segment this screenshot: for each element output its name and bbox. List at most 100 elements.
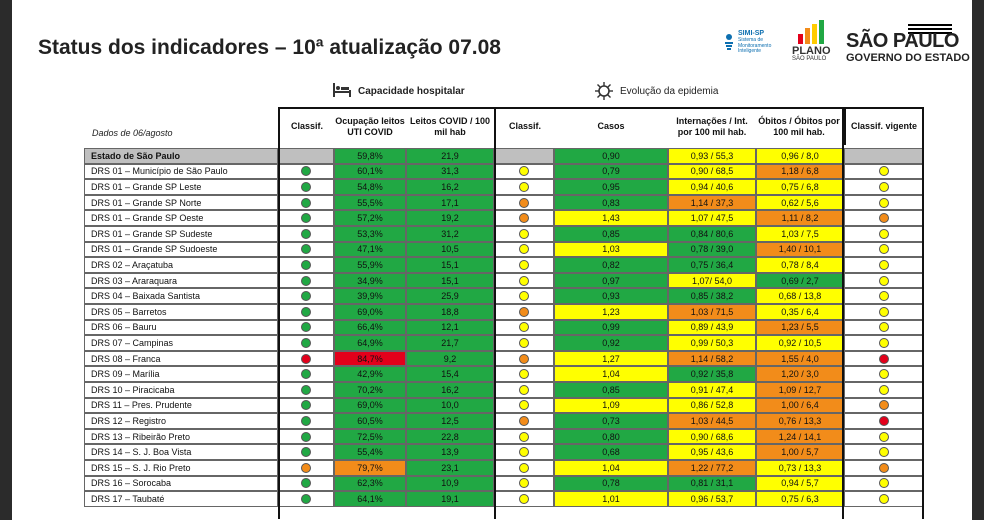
leitos-value: 15,1 xyxy=(406,257,494,273)
leitos-value: 31,3 xyxy=(406,163,494,180)
classif-epidemic xyxy=(494,226,554,242)
sp-flag-icon xyxy=(908,24,952,34)
status-dot-icon xyxy=(879,493,889,504)
leitos-value: 18,8 xyxy=(406,304,494,320)
internacoes-value: 0,94 / 40,6 xyxy=(668,179,756,195)
obitos-value: 0,35 / 6,4 xyxy=(756,304,844,320)
region-name: DRS 01 – Grande SP Oeste xyxy=(84,210,278,226)
sp-line2: GOVERNO DO ESTADO xyxy=(846,52,970,64)
obitos-value: 0,69 / 2,7 xyxy=(756,272,844,289)
leitos-value: 16,2 xyxy=(406,382,494,398)
simi-name: SIMI-SP xyxy=(738,30,765,37)
status-dot-icon xyxy=(879,259,889,270)
status-dot-icon xyxy=(519,322,529,333)
epidemic-section-header: Evolução da epidemia xyxy=(594,80,764,102)
region-name: DRS 11 – Pres. Prudente xyxy=(84,397,278,414)
table-row: DRS 15 – S. J. Rio Preto 79,7% 23,1 1,04 1,2… xyxy=(84,460,924,476)
internacoes-value: 0,86 / 52,8 xyxy=(668,397,756,414)
leitos-value: 22,8 xyxy=(406,428,494,445)
divider xyxy=(922,107,924,519)
ocupacao-value: 39,9% xyxy=(334,288,406,304)
casos-value: 1,43 xyxy=(554,210,668,226)
ocupacao-value: 69,0% xyxy=(334,304,406,320)
simi-subtitle: Sistema de Monitoramento Inteligente xyxy=(738,37,772,54)
classif-vigente xyxy=(844,444,924,460)
region-name: Estado de São Paulo xyxy=(84,148,278,164)
slide: Status dos indicadores – 10ª atualização… xyxy=(12,0,972,520)
status-dot-icon xyxy=(879,197,889,208)
casos-value: 0,79 xyxy=(554,163,668,180)
status-dot-icon xyxy=(519,291,529,302)
classif-epidemic xyxy=(494,491,554,507)
leitos-value: 10,9 xyxy=(406,475,494,492)
leitos-value: 17,1 xyxy=(406,194,494,211)
header-internacoes: Internações / Int. por 100 mil hab. xyxy=(668,107,756,145)
ocupacao-value: 59,8% xyxy=(334,148,406,164)
classif-vigente xyxy=(844,179,924,195)
classif-capacity xyxy=(278,179,334,195)
region-name: DRS 01 – Município de São Paulo xyxy=(84,163,278,180)
casos-value: 1,04 xyxy=(554,460,668,476)
status-dot-icon xyxy=(301,259,311,270)
status-dot-icon xyxy=(301,369,311,380)
leitos-value: 15,4 xyxy=(406,366,494,382)
classif-vigente xyxy=(844,272,924,289)
simi-icon xyxy=(725,34,733,50)
internacoes-value: 1,07 / 47,5 xyxy=(668,210,756,226)
classif-epidemic xyxy=(494,335,554,351)
ocupacao-value: 79,7% xyxy=(334,460,406,476)
casos-value: 0,99 xyxy=(554,319,668,336)
header-classif-vigente: Classif. vigente xyxy=(844,107,924,145)
region-name: DRS 01 – Grande SP Norte xyxy=(84,194,278,211)
ocupacao-value: 47,1% xyxy=(334,241,406,258)
leitos-value: 25,9 xyxy=(406,288,494,304)
table-row: DRS 17 – Taubaté 64,1% 19,1 1,01 0,96 / 53,7… xyxy=(84,491,924,507)
status-dot-icon xyxy=(519,478,529,489)
status-dot-icon xyxy=(879,275,889,286)
table-row-state: Estado de São Paulo 59,8% 21,9 0,90 0,93 / 5… xyxy=(84,148,924,164)
status-dot-icon xyxy=(519,462,529,473)
region-name: DRS 15 – S. J. Rio Preto xyxy=(84,460,278,476)
classif-epidemic xyxy=(494,319,554,336)
table-row: DRS 12 – Registro 60,5% 12,5 0,73 1,03 / 44,… xyxy=(84,413,924,429)
classif-vigente xyxy=(844,397,924,414)
leitos-value: 31,2 xyxy=(406,226,494,242)
ocupacao-value: 60,5% xyxy=(334,413,406,429)
region-name: DRS 14 – S. J. Boa Vista xyxy=(84,444,278,460)
status-dot-icon xyxy=(301,166,311,177)
leitos-value: 9,2 xyxy=(406,350,494,367)
classif-epidemic xyxy=(494,460,554,476)
classif-capacity xyxy=(278,319,334,336)
ocupacao-value: 60,1% xyxy=(334,163,406,180)
classif-capacity xyxy=(278,210,334,226)
leitos-value: 12,1 xyxy=(406,319,494,336)
obitos-value: 0,73 / 13,3 xyxy=(756,460,844,476)
region-name: DRS 05 – Barretos xyxy=(84,304,278,320)
status-dot-icon xyxy=(879,369,889,380)
classif-epidemic xyxy=(494,163,554,180)
status-dot-icon xyxy=(301,353,311,364)
status-dot-icon xyxy=(519,400,529,411)
status-dot-icon xyxy=(879,181,889,192)
region-name: DRS 12 – Registro xyxy=(84,413,278,429)
status-dot-icon xyxy=(879,431,889,442)
leitos-value: 15,1 xyxy=(406,272,494,289)
internacoes-value: 0,78 / 39,0 xyxy=(668,241,756,258)
leitos-value: 23,1 xyxy=(406,460,494,476)
internacoes-value: 0,93 / 55,3 xyxy=(668,148,756,164)
status-dot-icon xyxy=(519,228,529,239)
ocupacao-value: 62,3% xyxy=(334,475,406,492)
classif-epidemic xyxy=(494,475,554,492)
casos-value: 0,85 xyxy=(554,226,668,242)
internacoes-value: 0,95 / 43,6 xyxy=(668,444,756,460)
leitos-value: 19,2 xyxy=(406,210,494,226)
internacoes-value: 0,84 / 80,6 xyxy=(668,226,756,242)
status-dot-icon xyxy=(519,447,529,458)
leitos-value: 21,9 xyxy=(406,148,494,164)
ocupacao-value: 55,9% xyxy=(334,257,406,273)
status-dot-icon xyxy=(879,166,889,177)
status-dot-icon xyxy=(519,213,529,224)
classif-vigente xyxy=(844,366,924,382)
internacoes-value: 0,90 / 68,6 xyxy=(668,428,756,445)
obitos-value: 1,20 / 3,0 xyxy=(756,366,844,382)
